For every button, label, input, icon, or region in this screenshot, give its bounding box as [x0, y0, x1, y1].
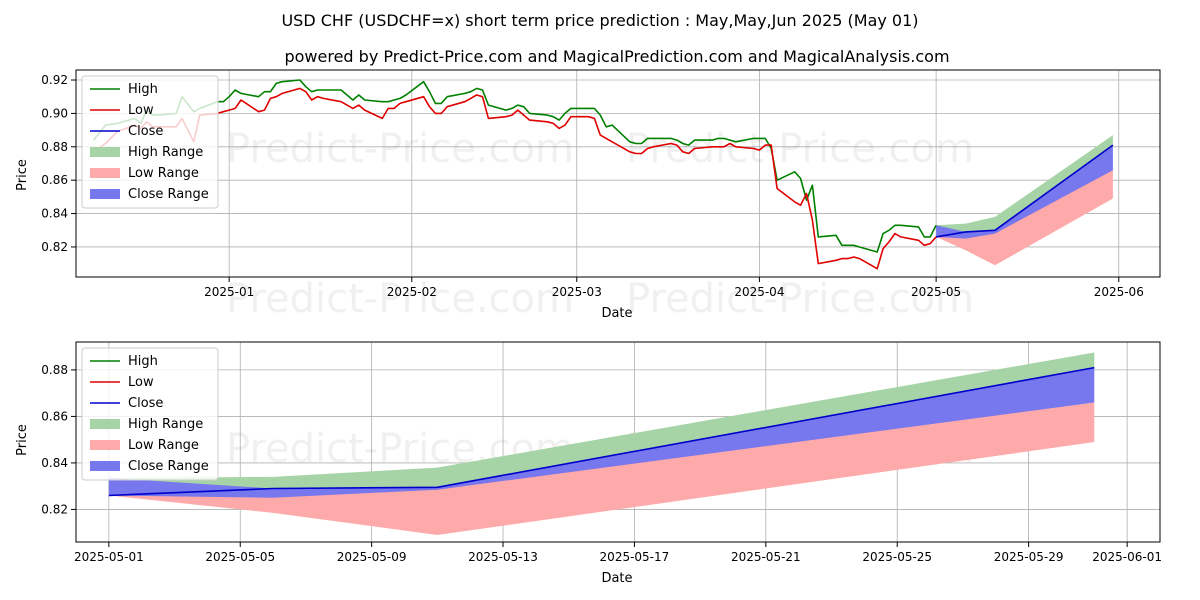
bottom-legend: High Low Close High Range Low Range Close Ran…: [81, 347, 219, 481]
legend-label-close: Close: [128, 396, 163, 411]
high-range-band: [108, 352, 1095, 496]
x-tick-label: 2025-05-17: [600, 550, 670, 564]
x-tick-label: 2025-02: [387, 285, 437, 299]
x-tick-label: 2025-05: [911, 285, 961, 299]
y-tick-label: 0.82: [41, 502, 68, 516]
legend-swatch-close-range: [90, 461, 120, 471]
bottom-ranges: [108, 352, 1095, 535]
chart-title: USD CHF (USDCHF=x) short term price pred…: [281, 11, 918, 30]
x-tick-label: 2025-05-05: [205, 550, 275, 564]
y-tick-label: 0.84: [41, 207, 68, 221]
y-tick-label: 0.92: [41, 73, 68, 87]
top-watermark-lower-right: Predict-Price.com: [626, 276, 974, 322]
legend-label-high: High: [128, 82, 158, 97]
top-watermark-right: Predict-Price.com: [626, 126, 974, 172]
top-watermark-lower-left: Predict-Price.com: [226, 276, 574, 322]
low-range-band: [108, 402, 1095, 535]
legend-label-high: High: [128, 354, 158, 369]
bottom-y-ticks: 0.82 0.84 0.86 0.88: [41, 363, 76, 516]
bottom-panel: Predict-Price.com Predict-Price.com 2025…: [15, 341, 1162, 586]
x-tick-label: 2025-03: [552, 285, 602, 299]
bottom-y-axis-label: Price: [15, 424, 30, 456]
y-tick-label: 0.82: [41, 240, 68, 254]
top-x-axis-label: Date: [601, 306, 632, 321]
legend-label-high-range: High Range: [128, 145, 203, 160]
bottom-x-ticks: 2025-05-01 2025-05-05 2025-05-09 2025-05-13…: [74, 542, 1162, 564]
chart-subtitle: powered by Predict-Price.com and Magical…: [284, 47, 949, 66]
y-tick-label: 0.88: [41, 363, 68, 377]
x-tick-label: 2025-06-01: [1092, 550, 1162, 564]
top-lines: [93, 79, 1114, 270]
high-range-band: [936, 135, 1113, 237]
top-watermark-left: Predict-Price.com: [226, 126, 574, 172]
x-tick-label: 2025-05-25: [862, 550, 932, 564]
y-tick-label: 0.90: [41, 106, 68, 120]
bottom-axes-frame: [75, 341, 1161, 543]
top-axes-frame: [75, 69, 1161, 278]
bottom-lines: [108, 366, 1095, 497]
top-y-ticks: 0.82 0.84 0.86 0.88 0.90 0.92: [41, 73, 76, 254]
y-tick-label: 0.86: [41, 409, 68, 423]
legend-label-low-range: Low Range: [128, 438, 199, 453]
bottom-x-axis-label: Date: [601, 571, 632, 586]
x-tick-label: 2025-05-21: [731, 550, 801, 564]
top-grid: [76, 70, 1160, 277]
close-range-band: [108, 367, 1095, 498]
legend-label-close: Close: [128, 124, 163, 139]
close-series-line: [935, 144, 1114, 238]
legend-label-close-range: Close Range: [128, 187, 209, 202]
legend-label-low: Low: [128, 103, 154, 118]
legend-label-close-range: Close Range: [128, 459, 209, 474]
top-y-axis-label: Price: [15, 159, 30, 191]
y-tick-label: 0.88: [41, 140, 68, 154]
top-x-ticks: 2025-01 2025-02 2025-03 2025-04 2025-05 2025-…: [204, 277, 1144, 299]
x-tick-label: 2025-05-01: [74, 550, 144, 564]
legend-label-low: Low: [128, 375, 154, 390]
legend-swatch-high-range: [90, 147, 120, 157]
x-tick-label: 2025-04: [734, 285, 784, 299]
y-tick-label: 0.84: [41, 456, 68, 470]
legend-label-low-range: Low Range: [128, 166, 199, 181]
legend-label-high-range: High Range: [128, 417, 203, 432]
x-tick-label: 2025-05-09: [337, 550, 407, 564]
y-tick-label: 0.86: [41, 173, 68, 187]
top-legend: High Low Close High Range Low Range Close Ran…: [81, 75, 219, 209]
legend-swatch-low-range: [90, 168, 120, 178]
legend-swatch-low-range: [90, 440, 120, 450]
high-series-line: [93, 79, 937, 253]
low-range-band: [936, 170, 1113, 266]
top-panel: Predict-Price.com Predict-Price.com Pred…: [15, 69, 1161, 322]
top-ranges: [936, 135, 1113, 266]
low-series-line: [93, 87, 937, 270]
legend-swatch-close-range: [90, 189, 120, 199]
x-tick-label: 2025-01: [204, 285, 254, 299]
close-series-line: [108, 366, 1095, 497]
x-tick-label: 2025-06: [1094, 285, 1144, 299]
x-tick-label: 2025-05-29: [994, 550, 1064, 564]
x-tick-label: 2025-05-13: [468, 550, 538, 564]
legend-swatch-high-range: [90, 419, 120, 429]
